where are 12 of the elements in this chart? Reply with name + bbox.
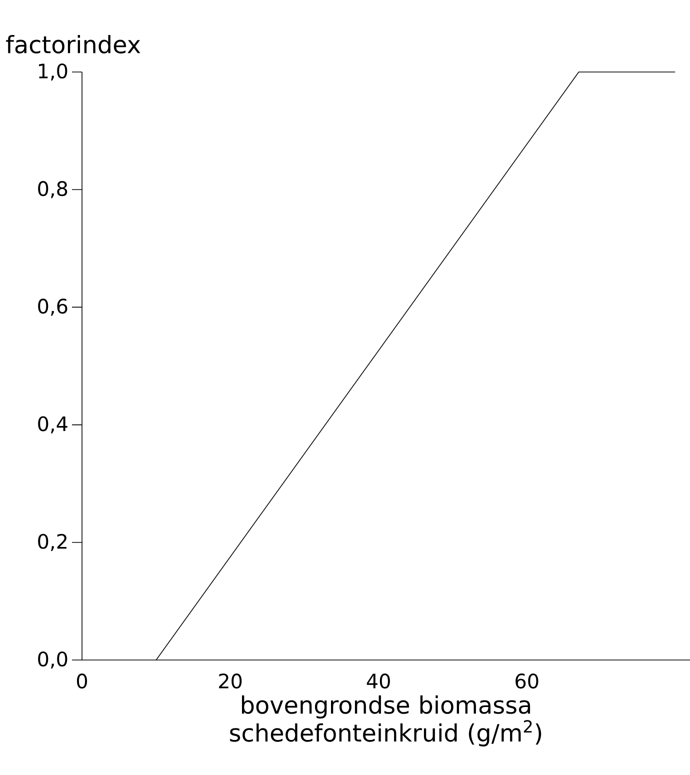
y-tick-label: 0,4 — [38, 416, 68, 434]
x-tick-label: 0 — [76, 674, 87, 689]
x-tick-label: 60 — [515, 674, 538, 689]
y-tick-label: 1,0 — [38, 63, 67, 81]
x-tick-label: 40 — [366, 674, 390, 689]
y-tick-label: 0,0 — [38, 651, 67, 669]
y-tick-label: 0,8 — [38, 181, 67, 198]
x-axis-title: bovengrondse biomassa schedefonteinkruid (g/m$^{2}$) — [230, 695, 541, 746]
x-tick-label: 20 — [218, 674, 242, 689]
y-axis-title: factorindex — [6, 34, 140, 54]
y-tick-label: 0,2 — [38, 534, 66, 551]
y-tick-label: 0,6 — [38, 298, 68, 316]
